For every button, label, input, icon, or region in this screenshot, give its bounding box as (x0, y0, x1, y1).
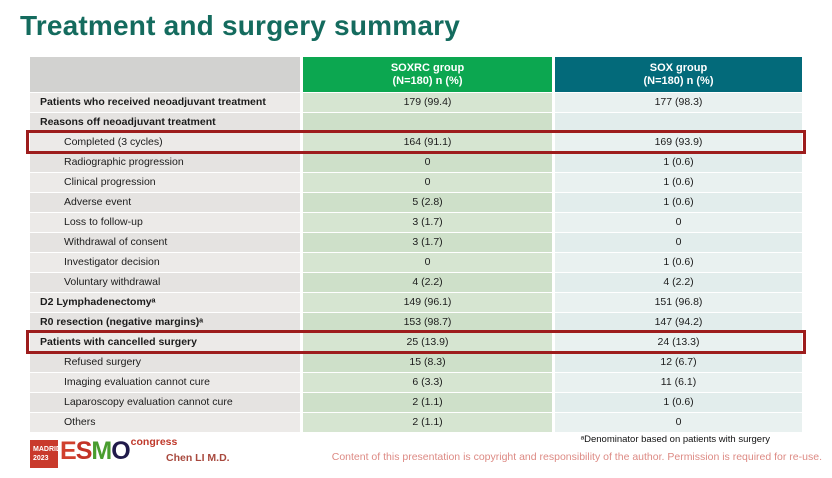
header-sox-title: SOX group (649, 61, 708, 74)
esmo-congress-logo: MADRID 2023 ESMO congress (30, 436, 178, 468)
row-soxrc-value: 25 (13.9) (300, 333, 552, 352)
table-row: Clinical progression 0 1 (0.6) (30, 173, 802, 192)
row-soxrc-value: 153 (98.7) (300, 313, 552, 332)
row-sox-value: 1 (0.6) (552, 253, 802, 272)
row-label: Radiographic progression (30, 153, 300, 172)
table-row: Loss to follow-up 3 (1.7) 0 (30, 213, 802, 232)
esmo-letter-m: M (91, 437, 112, 465)
table-row: Patients with cancelled surgery 25 (13.9… (26, 330, 806, 354)
table-header-row: SOXRC group (N=180) n (%) SOX group (N=1… (30, 57, 802, 92)
row-sox-value: 24 (13.3) (552, 333, 802, 352)
row-label: D2 Lymphadenectomyᵃ (30, 293, 300, 312)
row-sox-value: 1 (0.6) (552, 193, 802, 212)
row-sox-value: 0 (552, 233, 802, 252)
table-row: D2 Lymphadenectomyᵃ 149 (96.1) 151 (96.8… (30, 293, 802, 312)
esmo-letter-o: O (111, 437, 130, 465)
row-label: Adverse event (30, 193, 300, 212)
row-sox-value: 177 (98.3) (552, 93, 802, 112)
row-label: R0 resection (negative margins)ᵃ (30, 313, 300, 332)
row-label: Others (30, 413, 300, 432)
badge-year: 2023 (33, 455, 49, 462)
row-soxrc-value: 4 (2.2) (300, 273, 552, 292)
row-soxrc-value: 5 (2.8) (300, 193, 552, 212)
row-sox-value: 4 (2.2) (552, 273, 802, 292)
row-label: Withdrawal of consent (30, 233, 300, 252)
copyright-notice: Content of this presentation is copyrigh… (331, 451, 822, 463)
treatment-summary-table: SOXRC group (N=180) n (%) SOX group (N=1… (26, 57, 806, 433)
table-row: Voluntary withdrawal 4 (2.2) 4 (2.2) (30, 273, 802, 292)
table-row: Others 2 (1.1) 0 (30, 413, 802, 432)
esmo-letter-e: E (60, 437, 77, 465)
row-sox-value (552, 113, 802, 132)
esmo-wordmark: ESMO (60, 437, 131, 465)
row-label: Patients with cancelled surgery (30, 333, 300, 352)
row-label: Investigator decision (30, 253, 300, 272)
row-soxrc-value: 3 (1.7) (300, 213, 552, 232)
row-label: Voluntary withdrawal (30, 273, 300, 292)
row-sox-value: 1 (0.6) (552, 173, 802, 192)
header-sox-group: SOX group (N=180) n (%) (552, 57, 802, 92)
row-soxrc-value (300, 113, 552, 132)
table-row: Reasons off neoadjuvant treatment (30, 113, 802, 132)
table-row: Patients who received neoadjuvant treatm… (30, 93, 802, 112)
row-sox-value: 147 (94.2) (552, 313, 802, 332)
header-soxrc-title: SOXRC group (390, 61, 465, 74)
row-label: Patients who received neoadjuvant treatm… (30, 93, 300, 112)
table-row: Imaging evaluation cannot cure 6 (3.3) 1… (30, 373, 802, 392)
row-soxrc-value: 0 (300, 253, 552, 272)
table-row: Completed (3 cycles) 164 (91.1) 169 (93.… (26, 130, 806, 154)
row-sox-value: 12 (6.7) (552, 353, 802, 372)
esmo-letter-s: S (75, 437, 93, 465)
row-label: Laparoscopy evaluation cannot cure (30, 393, 300, 412)
table-row: Adverse event 5 (2.8) 1 (0.6) (30, 193, 802, 212)
table-row: Withdrawal of consent 3 (1.7) 0 (30, 233, 802, 252)
row-label: Refused surgery (30, 353, 300, 372)
row-soxrc-value: 2 (1.1) (300, 393, 552, 412)
row-label: Loss to follow-up (30, 213, 300, 232)
row-soxrc-value: 149 (96.1) (300, 293, 552, 312)
madrid-2023-badge: MADRID 2023 (30, 440, 61, 468)
row-soxrc-value: 0 (300, 173, 552, 192)
row-soxrc-value: 164 (91.1) (300, 133, 552, 152)
row-sox-value: 1 (0.6) (552, 393, 802, 412)
header-soxrc-group: SOXRC group (N=180) n (%) (300, 57, 552, 92)
table-row: Laparoscopy evaluation cannot cure 2 (1.… (30, 393, 802, 412)
row-sox-value: 151 (96.8) (552, 293, 802, 312)
table-row: Radiographic progression 0 1 (0.6) (30, 153, 802, 172)
row-sox-value: 0 (552, 213, 802, 232)
slide-title: Treatment and surgery summary (20, 10, 460, 41)
row-soxrc-value: 15 (8.3) (300, 353, 552, 372)
congress-label: congress (130, 436, 178, 448)
row-sox-value: 11 (6.1) (552, 373, 802, 392)
row-label: Reasons off neoadjuvant treatment (30, 113, 300, 132)
row-label: Clinical progression (30, 173, 300, 192)
table-footnote: ᵃDenominator based on patients with surg… (580, 434, 770, 445)
author-name: Chen LI M.D. (166, 452, 230, 464)
header-soxrc-subtitle: (N=180) n (%) (392, 74, 463, 87)
table-row: R0 resection (negative margins)ᵃ 153 (98… (30, 313, 802, 332)
row-soxrc-value: 3 (1.7) (300, 233, 552, 252)
row-sox-value: 1 (0.6) (552, 153, 802, 172)
table-row: Investigator decision 0 1 (0.6) (30, 253, 802, 272)
table-body: Patients who received neoadjuvant treatm… (26, 93, 806, 432)
row-soxrc-value: 179 (99.4) (300, 93, 552, 112)
row-soxrc-value: 0 (300, 153, 552, 172)
row-soxrc-value: 6 (3.3) (300, 373, 552, 392)
header-sox-subtitle: (N=180) n (%) (643, 74, 714, 87)
header-empty-cell (30, 57, 300, 92)
badge-city: MADRID (33, 446, 61, 453)
table-row: Refused surgery 15 (8.3) 12 (6.7) (30, 353, 802, 372)
row-sox-value: 0 (552, 413, 802, 432)
row-soxrc-value: 2 (1.1) (300, 413, 552, 432)
row-label: Imaging evaluation cannot cure (30, 373, 300, 392)
row-sox-value: 169 (93.9) (552, 133, 802, 152)
row-label: Completed (3 cycles) (30, 133, 300, 152)
